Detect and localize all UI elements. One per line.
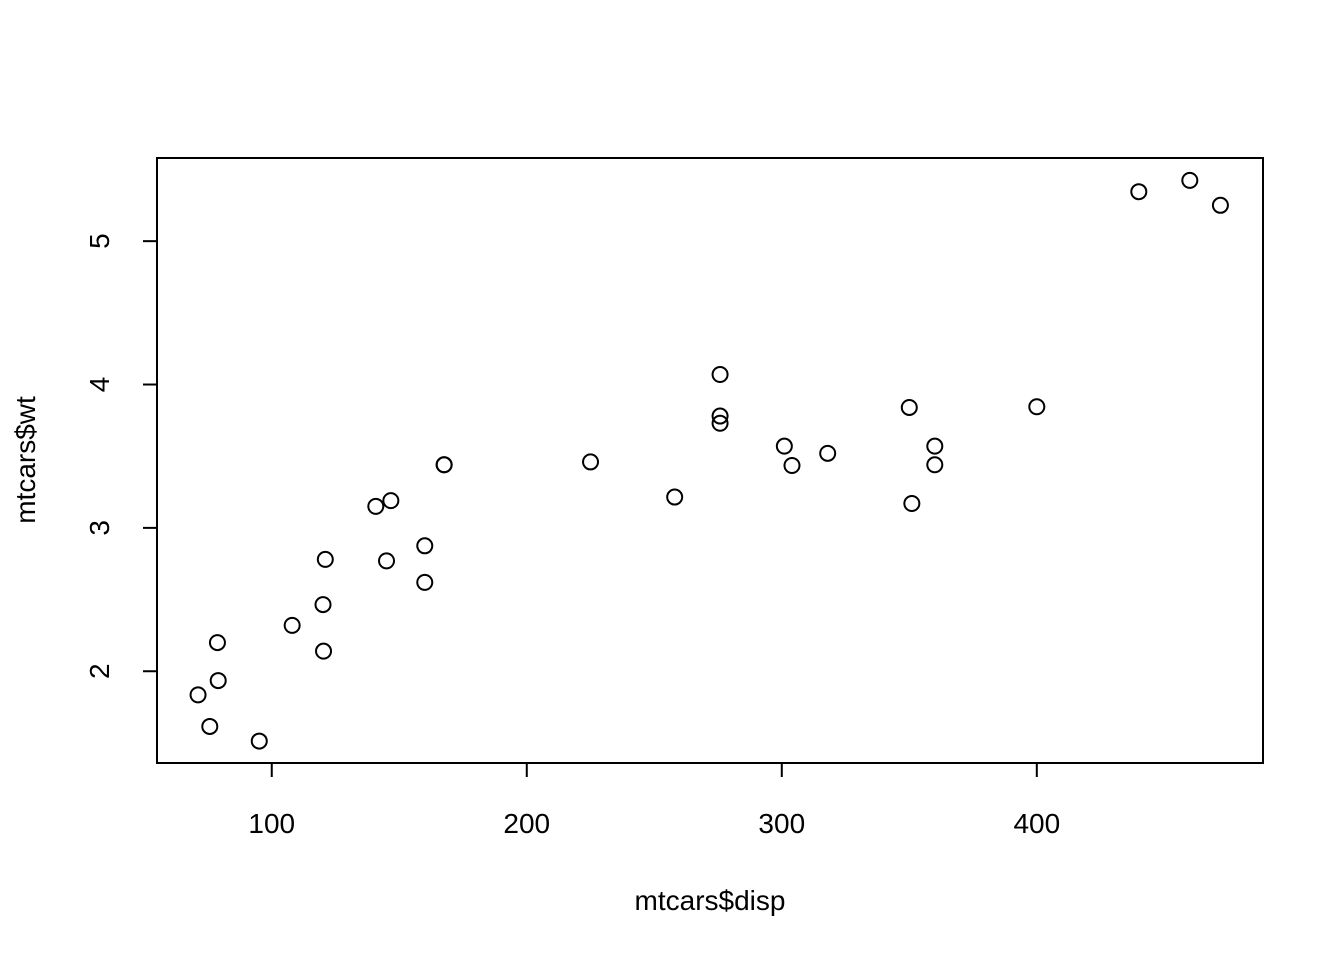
data-point: [314, 596, 332, 614]
data-point: [819, 444, 837, 462]
data-point: [1211, 196, 1229, 214]
x-tick-label: 300: [758, 808, 805, 839]
data-point: [903, 495, 921, 513]
data-point: [209, 672, 227, 690]
x-axis: 100 200 300 400: [248, 762, 1060, 839]
y-tick-label: 2: [84, 663, 115, 679]
data-point: [926, 456, 944, 474]
data-point: [208, 634, 226, 652]
data-point: [711, 365, 729, 383]
x-tick-label: 400: [1013, 808, 1060, 839]
data-point: [367, 497, 385, 515]
data-point: [435, 456, 453, 474]
data-point: [666, 488, 684, 506]
y-axis: 2 3 4 5: [84, 233, 158, 679]
y-axis-label: mtcars$wt: [10, 396, 41, 524]
data-point: [900, 398, 918, 416]
data-point: [582, 453, 600, 471]
data-point: [189, 686, 207, 704]
data-point: [315, 642, 333, 660]
data-points: [189, 171, 1229, 750]
data-point: [926, 437, 944, 455]
data-point: [775, 437, 793, 455]
x-tick-label: 200: [503, 808, 550, 839]
data-point: [416, 573, 434, 591]
data-point: [201, 717, 219, 735]
y-tick-label: 3: [84, 520, 115, 536]
x-axis-label: mtcars$disp: [635, 885, 786, 916]
data-point: [783, 457, 801, 475]
plot-frame: [156, 157, 1264, 764]
data-point: [382, 492, 400, 510]
data-point: [416, 537, 434, 555]
data-point: [250, 732, 268, 750]
data-point: [283, 616, 301, 634]
data-point: [1130, 183, 1148, 201]
data-point: [378, 552, 396, 570]
y-tick-label: 4: [84, 377, 115, 393]
data-point: [1028, 398, 1046, 416]
data-point: [1181, 171, 1199, 189]
data-point: [711, 407, 729, 425]
data-point: [316, 550, 334, 568]
y-tick-label: 5: [84, 233, 115, 249]
x-tick-label: 100: [248, 808, 295, 839]
data-point: [711, 414, 729, 432]
